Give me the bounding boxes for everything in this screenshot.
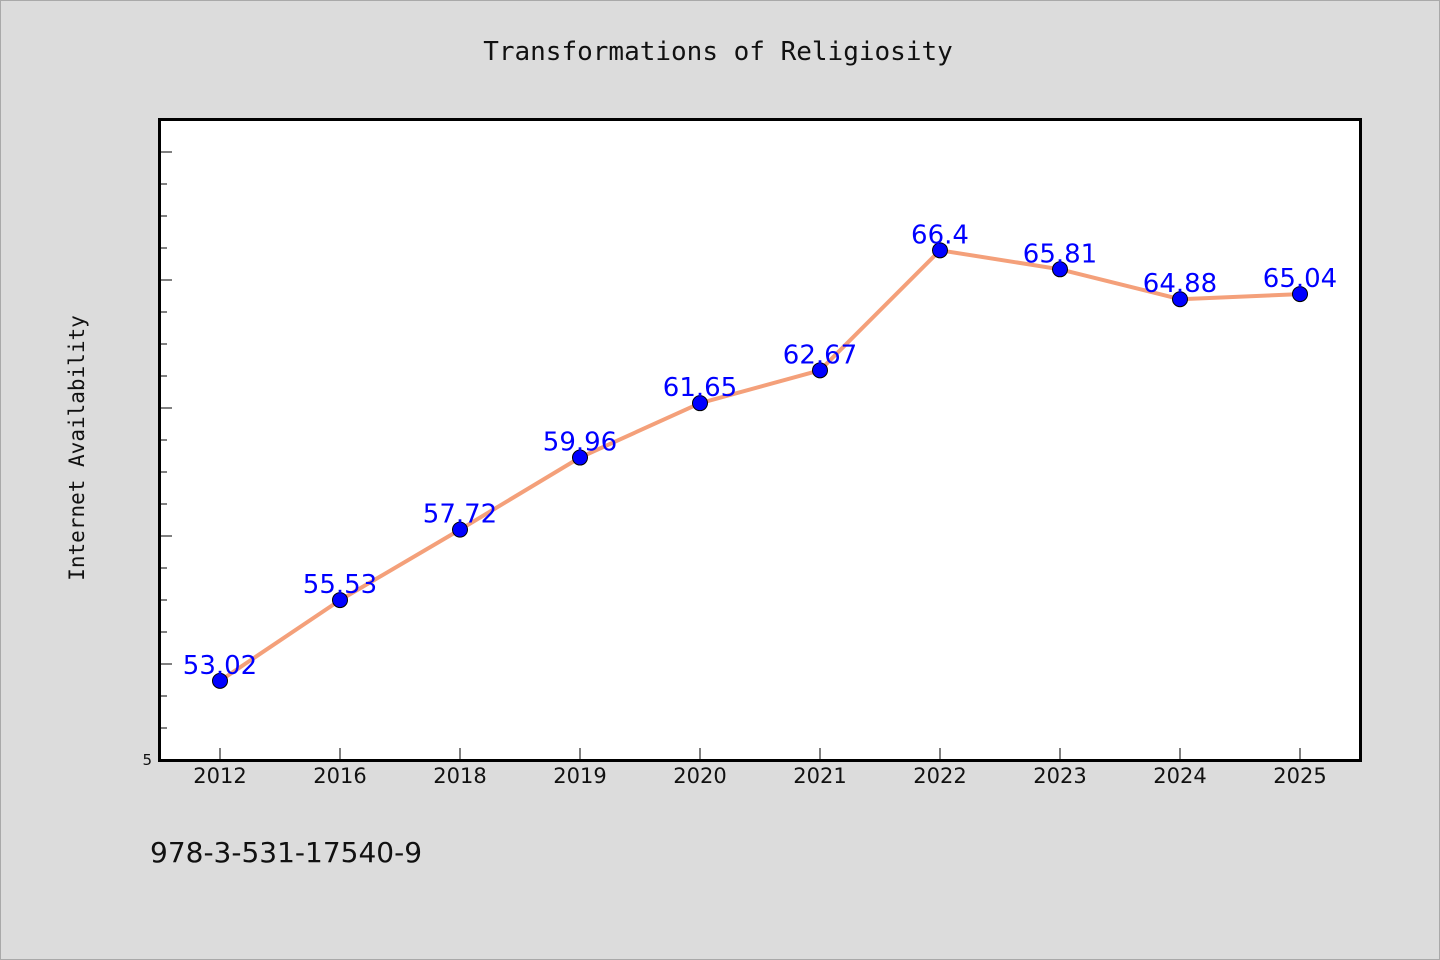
data-label: 53.02	[183, 651, 257, 681]
x-tick-label: 2025	[1273, 764, 1326, 788]
x-tick-labels: 2012 2016 2018 2019 2020 2021 2022 2023 2024 2025	[193, 764, 1326, 788]
data-label: 59.96	[543, 428, 617, 458]
data-point	[332, 592, 348, 609]
data-label: 61.65	[663, 373, 737, 403]
y-axis-label: Internet Availability	[65, 315, 89, 581]
data-point	[212, 672, 228, 689]
data-label: 64.88	[1143, 269, 1217, 299]
data-label: 62.67	[783, 340, 857, 370]
y-tick-labels: 5	[142, 751, 152, 769]
data-label: 65.04	[1263, 264, 1337, 294]
y-tick-label: 5	[142, 751, 152, 769]
x-tick-label: 2018	[433, 764, 486, 788]
data-point	[692, 395, 708, 412]
data-markers	[212, 242, 1308, 689]
data-labels: 53.02 55.53 57.72 59.96 61.65 62.67 66.4 65.81 6…	[183, 220, 1337, 681]
data-label: 66.4	[911, 220, 969, 250]
x-tick-label: 2021	[793, 764, 846, 788]
isbn-footer: 978-3-531-17540-9	[150, 836, 423, 869]
data-label: 57.72	[423, 500, 497, 530]
axis-ticks	[160, 151, 1301, 760]
data-point	[572, 449, 588, 466]
plot-area	[158, 118, 1362, 762]
x-tick-label: 2024	[1153, 764, 1206, 788]
data-label: 55.53	[303, 570, 377, 600]
x-tick-label: 2016	[313, 764, 366, 788]
data-point	[932, 242, 948, 259]
data-point	[1052, 261, 1068, 278]
x-tick-label: 2019	[553, 764, 606, 788]
x-tick-label: 2020	[673, 764, 726, 788]
data-point	[812, 362, 828, 379]
x-tick-label: 2012	[193, 764, 246, 788]
data-point	[1172, 291, 1188, 308]
data-point	[1292, 286, 1308, 303]
x-tick-label: 2023	[1033, 764, 1086, 788]
data-point	[452, 521, 468, 538]
chart-title: Transformations of Religiosity	[483, 37, 953, 67]
x-tick-label: 2022	[913, 764, 966, 788]
data-label: 65.81	[1023, 239, 1097, 269]
series-line	[218, 248, 1302, 683]
